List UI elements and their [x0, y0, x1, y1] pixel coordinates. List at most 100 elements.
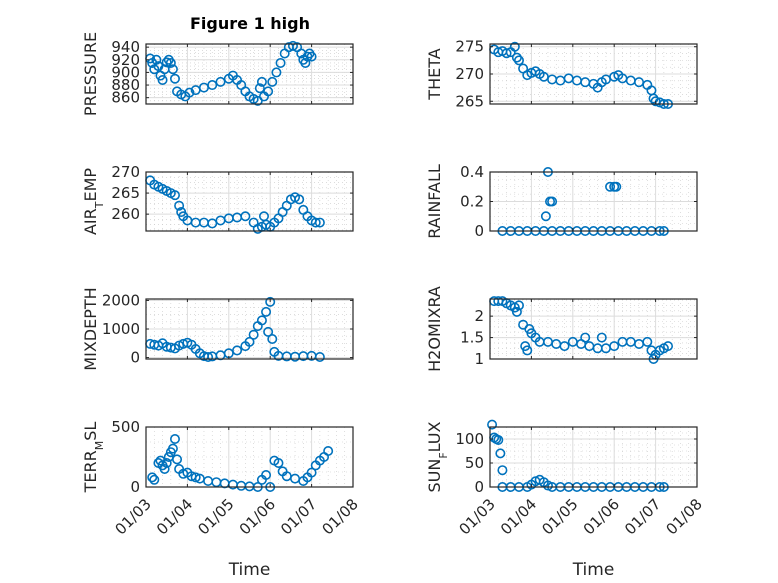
data-point: [248, 329, 259, 340]
data-point: [323, 445, 334, 456]
y-tick-label: 940: [111, 38, 140, 56]
data-point: [306, 51, 317, 62]
subplot-h2omixra: 1 1.5 2 H2OMIXRA: [425, 286, 698, 372]
subplot-rainfall: 0 0.2 0.4 RAINFALL: [425, 163, 698, 240]
data-point: [511, 52, 522, 63]
data-point: [605, 181, 616, 192]
data-point: [493, 434, 504, 445]
x-tick-label: 01/08: [663, 495, 706, 538]
data-point: [273, 457, 284, 468]
axes-background: [490, 427, 697, 487]
data-point: [261, 469, 272, 480]
data-point: [172, 454, 183, 465]
data-point: [174, 200, 185, 211]
data-point: [663, 341, 674, 352]
y-tick-label: 2: [474, 307, 484, 325]
y-tick-label: 500: [111, 418, 140, 436]
y-tick-label: 2000: [102, 291, 140, 309]
y-tick-label: 0: [130, 478, 140, 496]
data-point: [267, 333, 278, 344]
data-point: [265, 296, 276, 307]
data-point: [263, 86, 274, 97]
data-point: [509, 41, 520, 52]
y-tick-label: 50: [465, 454, 484, 472]
data-point: [169, 433, 180, 444]
data-point: [151, 54, 162, 65]
data-point: [547, 196, 558, 207]
y-tick-label: 860: [111, 89, 140, 107]
y-axis-label: THETA: [425, 48, 444, 100]
data-point: [147, 472, 158, 483]
data-point: [275, 57, 286, 68]
data-point: [267, 76, 278, 87]
subplot-air-temp: 260 265 270 AIRTEMP: [81, 163, 354, 235]
data-point: [300, 57, 311, 68]
data-point: [190, 472, 201, 483]
y-axis-label: H2OMIXRA: [425, 286, 444, 372]
data-point: [169, 73, 180, 84]
data-point: [611, 181, 622, 192]
data-point: [271, 67, 282, 78]
data-point: [261, 306, 272, 317]
data-point: [149, 474, 160, 485]
y-tick-label: 100: [455, 430, 484, 448]
data-point: [314, 217, 325, 228]
data-point: [159, 463, 170, 474]
data-point: [167, 443, 178, 454]
x-axis-label: Time: [228, 560, 271, 580]
y-tick-label: 1000: [102, 320, 140, 338]
data-point: [165, 57, 176, 68]
data-point: [161, 57, 172, 68]
x-tick-label: 01/05: [194, 495, 237, 538]
data-point: [203, 351, 214, 362]
data-point: [207, 218, 218, 229]
y-axis-label: RAINFALL: [425, 164, 444, 239]
x-tick-label: 01/04: [497, 495, 540, 538]
y-tick-label: 270: [455, 65, 484, 83]
data-point: [511, 306, 522, 317]
y-tick-label: 0: [474, 222, 484, 240]
y-tick-label: 0.4: [460, 163, 484, 181]
data-point: [522, 345, 533, 356]
x-tick-label: 01/07: [621, 495, 664, 538]
y-tick-label: 900: [111, 63, 140, 81]
data-point: [497, 465, 508, 476]
x-tick-label: 01/08: [319, 495, 362, 538]
y-tick-label: 0.2: [460, 193, 484, 211]
data-point: [263, 326, 274, 337]
data-point: [184, 87, 195, 98]
data-point: [306, 467, 317, 478]
data-point: [487, 419, 498, 430]
x-tick-label: 01/03: [456, 495, 499, 538]
data-point: [215, 76, 226, 87]
data-point: [161, 457, 172, 468]
x-axis-label: Time: [572, 560, 615, 580]
data-point: [314, 351, 325, 362]
axes-box: [489, 426, 698, 488]
y-tick-label: 265: [111, 184, 140, 202]
data-point: [256, 76, 267, 87]
x-tick-label: 01/03: [112, 495, 155, 538]
data-point: [580, 332, 591, 343]
y-tick-label: 1.5: [460, 329, 484, 347]
y-tick-label: 0: [474, 478, 484, 496]
data-point: [501, 48, 512, 59]
data-point: [256, 315, 267, 326]
axes-box: [489, 298, 698, 360]
axes-box: [145, 43, 354, 105]
data-point: [232, 345, 243, 356]
data-point: [540, 211, 551, 222]
y-tick-label: 275: [455, 38, 484, 56]
axes-box: [145, 426, 354, 488]
figure-title: Figure 1 high: [190, 14, 310, 33]
data-point: [155, 455, 166, 466]
y-axis-label: AIRTEMP: [81, 168, 106, 235]
data-point: [254, 83, 265, 94]
y-tick-label: 260: [111, 205, 140, 223]
data-point: [157, 75, 168, 86]
y-tick-label: 265: [455, 92, 484, 110]
data-point: [244, 336, 255, 347]
y-tick-label: 270: [111, 163, 140, 181]
